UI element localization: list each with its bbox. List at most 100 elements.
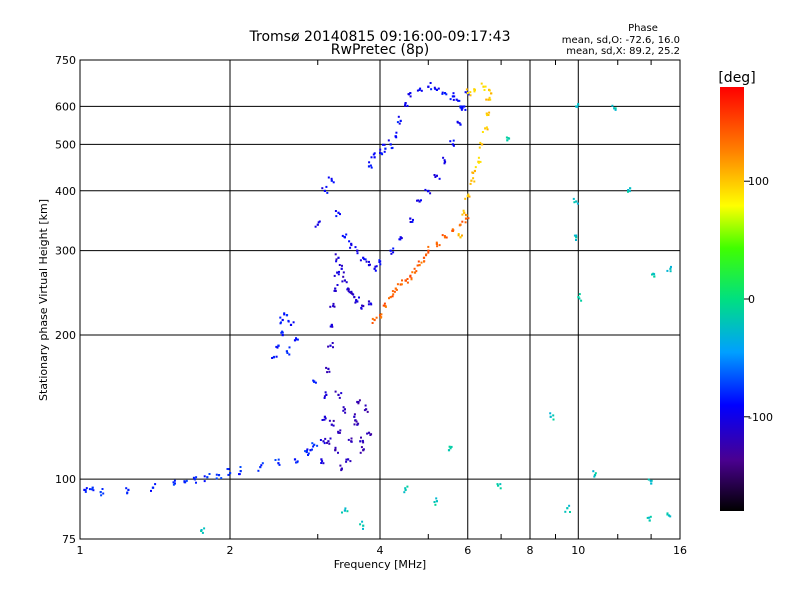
data-point	[647, 478, 650, 481]
data-point	[92, 489, 95, 492]
data-point	[566, 507, 569, 510]
data-point	[438, 177, 441, 180]
data-point	[479, 141, 482, 144]
data-point	[417, 260, 420, 263]
phase-stats-x: mean, sd,X: 89.2, 25.2	[566, 46, 680, 57]
data-point	[341, 234, 344, 237]
y-tick-label: 300	[55, 245, 76, 258]
data-point	[593, 475, 596, 478]
data-point	[172, 483, 175, 486]
data-point	[272, 356, 275, 359]
data-point	[409, 274, 412, 277]
data-point	[451, 143, 454, 146]
data-point	[360, 446, 363, 449]
data-point	[329, 325, 332, 328]
data-point	[488, 96, 491, 99]
data-point	[350, 292, 353, 295]
y-tick-label: 75	[62, 533, 76, 546]
data-point	[356, 300, 359, 303]
data-point	[404, 488, 407, 491]
data-point	[127, 488, 130, 491]
data-point	[468, 195, 471, 198]
data-point	[433, 501, 436, 503]
data-point	[424, 188, 427, 191]
data-point	[208, 473, 211, 475]
data-point	[378, 259, 381, 262]
data-point	[464, 221, 467, 224]
data-point	[458, 122, 461, 125]
data-point	[373, 318, 376, 322]
data-point	[84, 490, 87, 493]
data-point	[549, 415, 552, 418]
data-point	[457, 99, 460, 102]
data-point	[460, 108, 463, 111]
grid-lines	[80, 60, 680, 539]
data-point	[287, 319, 290, 322]
data-point	[578, 293, 581, 296]
data-point	[447, 449, 451, 452]
data-point	[416, 89, 419, 92]
data-point	[456, 120, 459, 123]
data-point	[356, 249, 359, 252]
data-point	[467, 93, 470, 96]
data-point	[362, 441, 365, 444]
data-point	[564, 510, 567, 513]
data-point	[575, 200, 578, 203]
data-point	[350, 244, 353, 247]
data-point	[313, 380, 316, 383]
trace-x-trace-upper	[457, 82, 493, 239]
data-point	[614, 108, 617, 111]
data-point	[332, 346, 334, 349]
data-point	[367, 303, 370, 306]
data-point	[443, 92, 447, 95]
data-point	[333, 274, 336, 277]
data-point	[353, 423, 356, 426]
data-point	[459, 224, 462, 227]
data-point	[452, 92, 455, 95]
data-point	[362, 448, 365, 451]
data-point	[271, 357, 274, 359]
data-point	[484, 85, 487, 88]
data-point	[393, 290, 396, 293]
data-point	[396, 283, 399, 286]
data-point	[505, 136, 508, 139]
data-point	[427, 251, 430, 254]
data-point	[462, 209, 465, 212]
chart-title: Tromsø 20140815 09:16:00-09:17:43	[249, 29, 511, 45]
data-point	[371, 322, 374, 324]
trace-low-f-baseline	[83, 442, 319, 497]
data-point	[349, 246, 352, 249]
data-point	[323, 442, 326, 445]
data-point	[364, 404, 367, 407]
data-point	[337, 256, 340, 259]
data-point	[357, 422, 360, 425]
data-point	[461, 105, 463, 108]
data-point	[353, 415, 356, 418]
data-point	[411, 271, 414, 274]
y-tick-label: 200	[55, 329, 76, 342]
data-point	[614, 107, 617, 110]
data-point	[627, 189, 630, 191]
trace-o-trace-f2-main	[314, 91, 470, 272]
data-point	[333, 305, 336, 308]
data-point	[408, 93, 410, 96]
data-point	[341, 264, 343, 267]
data-point	[395, 136, 398, 139]
data-point	[378, 261, 381, 263]
data-point	[329, 305, 332, 308]
data-point	[648, 516, 651, 519]
data-point	[418, 200, 421, 203]
data-point	[441, 91, 444, 94]
data-point	[311, 448, 313, 451]
data-point	[366, 432, 369, 435]
data-point	[350, 290, 353, 293]
data-point	[361, 439, 364, 442]
data-point	[278, 463, 281, 466]
data-point	[394, 287, 397, 290]
data-point	[433, 174, 436, 176]
data-point	[350, 440, 353, 443]
data-point	[281, 330, 284, 333]
trace-e-f1-cluster-2-5mhz	[271, 312, 317, 455]
data-point	[577, 103, 580, 106]
data-point	[91, 486, 94, 489]
